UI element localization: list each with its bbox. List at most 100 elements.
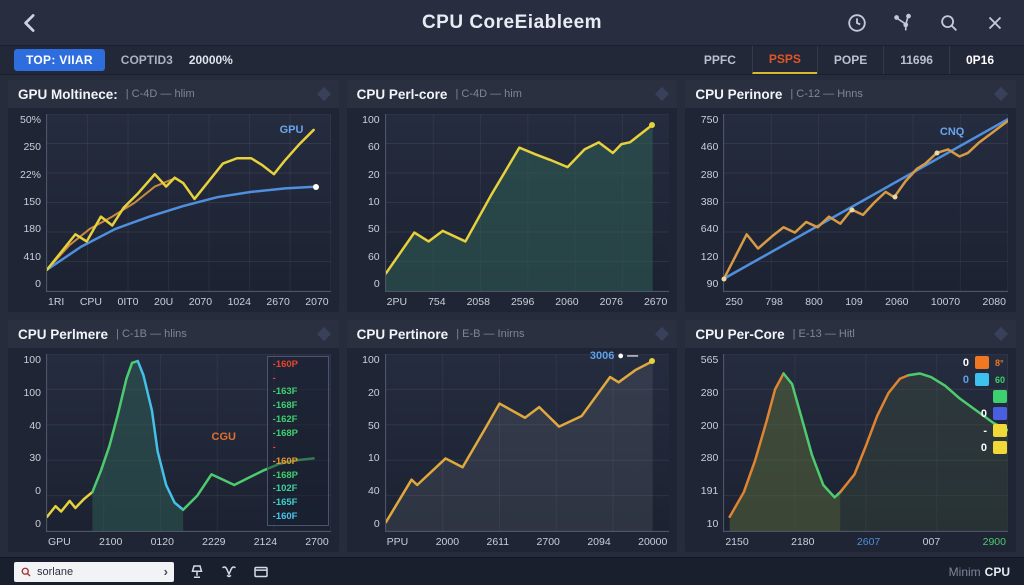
y-axis: 565 280 200 280 191 10 bbox=[689, 354, 723, 550]
panel-title: CPU Pertinore bbox=[356, 326, 449, 342]
legend-value: -160P bbox=[272, 455, 299, 467]
x-tick-label: 1024 bbox=[227, 296, 251, 308]
y-tick-label: 191 bbox=[700, 485, 719, 498]
x-tick-label: PPU bbox=[386, 536, 409, 548]
panel-title: CPU Perlmere bbox=[18, 326, 109, 342]
chart-plot-area: CGU -160P - -163F -168F -162F -168P - -160P -168P… bbox=[46, 354, 331, 532]
toolbar-tab-group: PPFC PSPS POPE 11696 0P16 bbox=[688, 46, 1010, 74]
legend-value: -102F bbox=[272, 483, 298, 495]
top-view-button[interactable]: TOP: VIIAR bbox=[14, 49, 105, 71]
legend-swatch[interactable] bbox=[974, 373, 989, 386]
panel-menu-diamond-icon[interactable] bbox=[993, 326, 1009, 342]
legend-value: -165F bbox=[272, 497, 298, 509]
panel-header: CPU Pertinore | E-B — Inirns bbox=[346, 320, 678, 348]
panel-menu-diamond-icon[interactable] bbox=[993, 86, 1009, 102]
y-tick-label: 100 bbox=[23, 354, 41, 366]
y-tick-label: 20 bbox=[367, 168, 380, 181]
x-tick-label: 2150 bbox=[725, 536, 749, 548]
close-icon[interactable] bbox=[984, 12, 1006, 34]
legend-swatch[interactable] bbox=[992, 390, 1007, 403]
y-tick-label: 100 bbox=[23, 386, 41, 399]
x-axis: PPU 2000 2611 2700 2094 20000 bbox=[385, 532, 670, 550]
legend-swatch[interactable] bbox=[992, 407, 1007, 420]
y-tick-label: 460 bbox=[700, 141, 719, 154]
y-tick-label: 280 bbox=[700, 386, 719, 399]
y-axis: 100 60 20 10 50 60 0 bbox=[351, 114, 385, 310]
search-go-icon[interactable]: › bbox=[163, 564, 168, 579]
x-tick-label: 2070 bbox=[305, 296, 329, 308]
y-tick-label: 280 bbox=[700, 452, 719, 465]
search-input[interactable] bbox=[37, 565, 159, 578]
toolbar-tab-3[interactable]: POPE bbox=[816, 46, 883, 74]
x-tick-label: 2700 bbox=[536, 536, 560, 548]
chart-panel-2: CPU Perl-core | C-4D — him 100 60 20 10 50 60 0 2… bbox=[346, 80, 678, 312]
y-axis: 50% 250 22% 150 180 410 0 bbox=[12, 114, 46, 310]
legend-row: 0 60 bbox=[961, 373, 1007, 386]
panel-menu-diamond-icon[interactable] bbox=[655, 326, 670, 342]
search-icon[interactable] bbox=[938, 12, 960, 34]
y-axis: 100 20 50 10 40 0 bbox=[351, 354, 385, 550]
chart-annotation: 3006 ● — bbox=[589, 349, 639, 362]
x-tick-label: 2060 bbox=[885, 296, 909, 308]
x-tick-label: 2596 bbox=[510, 296, 535, 308]
x-tick-label: 798 bbox=[765, 296, 783, 308]
toolbar-tab-2[interactable]: PSPS bbox=[751, 46, 817, 74]
legend-swatch[interactable] bbox=[974, 356, 989, 369]
y-tick-label: 100 bbox=[362, 114, 380, 126]
search-box[interactable]: › bbox=[14, 561, 174, 582]
value-legend: -160P - -163F -168F -162F -168P - -160P -168P -10… bbox=[266, 355, 329, 526]
legend-swatch[interactable] bbox=[992, 441, 1007, 454]
panel-menu-diamond-icon[interactable] bbox=[316, 86, 331, 102]
toolbar-tab-5[interactable]: 0P16 bbox=[948, 46, 1010, 74]
legend-value: -168F bbox=[272, 400, 298, 412]
share-nodes-icon[interactable] bbox=[892, 12, 914, 34]
x-tick-label: 0120 bbox=[150, 536, 174, 548]
x-axis: 2PU 754 2058 2596 2060 2076 2670 bbox=[385, 292, 670, 310]
chart-panel-5: CPU Pertinore | E-B — Inirns 100 20 50 10 40 0 3… bbox=[346, 320, 678, 552]
lamp-icon[interactable] bbox=[188, 563, 206, 581]
x-tick-label: 2229 bbox=[202, 536, 226, 548]
series-marker-dot bbox=[934, 150, 940, 156]
y-tick-label: 90 bbox=[706, 277, 719, 290]
panel-header: CPU Perinore | C-12 — Hnns bbox=[685, 80, 1016, 108]
legend-row: 0 bbox=[961, 407, 1007, 420]
legend-value: 0 bbox=[962, 356, 969, 369]
app-header: CPU CoreEiableem bbox=[0, 0, 1024, 46]
window-icon[interactable] bbox=[252, 563, 270, 581]
legend-label: 60 bbox=[994, 374, 1005, 385]
panel-menu-diamond-icon[interactable] bbox=[655, 86, 670, 102]
chart-annotation: GPU bbox=[279, 123, 304, 136]
y-tick-label: 40 bbox=[367, 485, 380, 498]
series-marker-dot bbox=[721, 276, 727, 282]
search-glass-icon bbox=[21, 567, 31, 576]
clock-icon[interactable] bbox=[846, 12, 868, 34]
y-tick-label: 0 bbox=[35, 517, 41, 530]
y-axis: 750 460 280 380 640 120 90 bbox=[689, 114, 723, 310]
panel-header: CPU Perl-core | C-4D — him bbox=[346, 80, 678, 108]
y-tick-label: 10 bbox=[367, 195, 380, 208]
y-tick-label: 380 bbox=[700, 195, 719, 208]
y-tick-label: 10 bbox=[367, 452, 380, 465]
legend-value: -160P bbox=[272, 358, 299, 370]
toolbar-item-coptid[interactable]: COPTID3 bbox=[120, 53, 173, 67]
panel-subtitle: | E-13 — Hitl bbox=[792, 328, 855, 340]
x-tick-label: 2700 bbox=[305, 536, 329, 548]
x-tick-label: 2080 bbox=[982, 296, 1006, 308]
y-tick-label: 50 bbox=[367, 223, 380, 236]
y-tick-label: 40 bbox=[29, 419, 41, 432]
x-tick-label: 754 bbox=[428, 296, 446, 308]
x-tick-label: 20U bbox=[153, 296, 174, 308]
panel-title: CPU Perinore bbox=[695, 86, 783, 102]
toolbar-tab-4[interactable]: 11696 bbox=[883, 46, 949, 74]
panel-subtitle: | C-4D — hlim bbox=[125, 88, 195, 100]
legend-swatch[interactable] bbox=[992, 424, 1007, 437]
x-tick-label: 2900 bbox=[982, 536, 1006, 548]
heart-check-icon[interactable] bbox=[220, 563, 238, 581]
series-marker-dot bbox=[892, 194, 898, 200]
back-icon[interactable] bbox=[18, 10, 44, 36]
x-tick-label: 2611 bbox=[486, 536, 510, 548]
panel-menu-diamond-icon[interactable] bbox=[316, 326, 331, 342]
legend-row: 0 8° bbox=[961, 356, 1007, 369]
toolbar-tab-1[interactable]: PPFC bbox=[703, 53, 736, 67]
